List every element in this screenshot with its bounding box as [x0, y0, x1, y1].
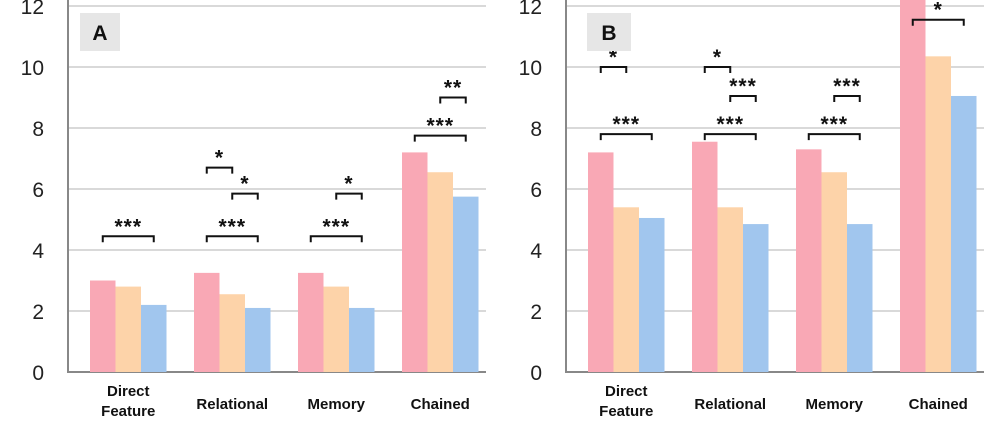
significance-bracket [911, 18, 965, 26]
significance-bracket [599, 133, 653, 141]
y-tick-label: 4 [530, 240, 542, 263]
bar-first-series [900, 0, 926, 373]
y-tick-label: 2 [530, 301, 542, 324]
significance-marker: * [934, 0, 943, 22]
bar-first-series [588, 152, 614, 372]
significance-marker: *** [426, 115, 454, 138]
significance-bracket [807, 133, 861, 141]
significance-bracket [703, 66, 732, 73]
significance-marker: *** [322, 215, 350, 238]
significance-bracket [729, 94, 757, 102]
x-category-label: Chained [411, 396, 470, 413]
x-category-label: Relational [694, 396, 766, 413]
significance-bracket [439, 96, 467, 104]
significance-marker: ** [444, 77, 462, 100]
bar-second-series [925, 56, 951, 372]
significance-marker: *** [833, 75, 861, 98]
bar-second-series [323, 286, 349, 372]
x-category-label: Relational [196, 396, 268, 413]
y-tick-label: 12 [21, 0, 44, 19]
significance-bracket [599, 66, 628, 73]
significance-marker: *** [612, 113, 640, 136]
significance-marker: *** [820, 113, 848, 136]
chart-panel-b: 0 2 4 6 8 10 12 Direct Feature Relational Memory Ch… [519, 0, 984, 420]
bar-third-series [141, 304, 167, 372]
significance-bracket [833, 94, 861, 102]
bar-first-series [194, 272, 220, 372]
panel-label: B [601, 22, 616, 45]
panel-label-box [80, 13, 120, 51]
significance-marker: *** [729, 75, 757, 98]
chart-panel-a: 0 2 4 6 8 10 12 Direct Feature Relational Memory Ch… [21, 0, 486, 420]
x-category-label: Memory [805, 396, 863, 413]
significance-marker: *** [218, 215, 246, 238]
significance-marker: *** [114, 215, 142, 238]
significance-marker: * [609, 46, 618, 69]
significance-bracket [309, 235, 363, 243]
y-tick-label: 4 [32, 240, 44, 263]
bar-second-series [613, 207, 639, 372]
y-tick-label: 8 [530, 118, 542, 141]
bar-second-series [717, 207, 743, 372]
bar-third-series [743, 224, 769, 372]
bar-second-series [219, 294, 245, 372]
bar-second-series [115, 286, 141, 372]
y-tick-label: 10 [21, 57, 44, 80]
significance-marker: * [344, 173, 353, 196]
significance-bracket [413, 134, 467, 142]
y-tick-label: 12 [519, 0, 542, 19]
bar-second-series [427, 172, 453, 372]
significance-marker: * [215, 147, 224, 170]
x-category-label: Direct [605, 383, 648, 400]
bar-third-series [453, 196, 479, 372]
significance-bracket [231, 192, 259, 200]
x-category-label: Memory [307, 396, 365, 413]
x-category-label: Feature [599, 403, 653, 420]
significance-marker: * [713, 46, 722, 69]
bar-third-series [349, 307, 375, 372]
panel-label-box [587, 13, 631, 51]
panel-label: A [92, 22, 107, 45]
bar-first-series [90, 280, 116, 372]
y-tick-label: 2 [32, 301, 44, 324]
x-category-label: Direct [107, 383, 150, 400]
x-category-label: Feature [101, 403, 155, 420]
y-tick-label: 0 [530, 362, 542, 385]
significance-bracket [335, 192, 363, 200]
y-tick-label: 0 [32, 362, 44, 385]
significance-bracket [703, 133, 757, 141]
significance-marker: *** [716, 113, 744, 136]
bar-first-series [402, 152, 428, 372]
significance-bracket [205, 235, 259, 243]
significance-marker: * [240, 173, 249, 196]
bar-first-series [796, 149, 822, 372]
y-tick-label: 8 [32, 118, 44, 141]
y-tick-label: 6 [32, 179, 44, 202]
bar-third-series [245, 307, 271, 372]
bar-third-series [847, 224, 873, 372]
bar-second-series [821, 172, 847, 372]
x-category-label: Chained [909, 396, 968, 413]
bar-third-series [639, 217, 665, 372]
bar-first-series [298, 272, 324, 372]
bar-first-series [692, 141, 718, 372]
y-tick-label: 10 [519, 57, 542, 80]
significance-bracket [101, 235, 155, 243]
bar-third-series [951, 95, 977, 372]
y-tick-label: 6 [530, 179, 542, 202]
significance-bracket [205, 166, 234, 174]
